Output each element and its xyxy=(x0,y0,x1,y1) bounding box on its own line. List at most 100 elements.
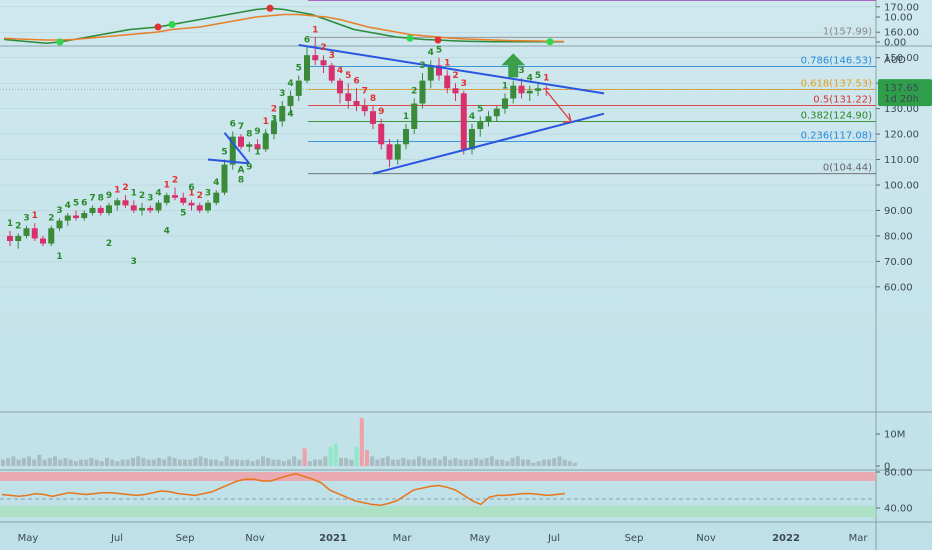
sequential-count-label: 1 xyxy=(444,58,450,68)
candle-body xyxy=(122,200,129,206)
price-axis-label: 80.00 xyxy=(884,231,913,242)
volume-bar xyxy=(339,458,343,466)
volume-bar xyxy=(302,448,307,466)
sequential-count-label: 6 xyxy=(304,36,310,46)
wave-label: 2 xyxy=(106,239,112,249)
rsi-zone-band xyxy=(0,472,876,481)
candle-body xyxy=(163,195,170,203)
sequential-count-label: 1 xyxy=(263,117,269,127)
candle-body xyxy=(370,111,376,124)
candle-body xyxy=(279,106,286,122)
volume-bar xyxy=(151,459,156,466)
sequential-count-label: 4 xyxy=(527,74,533,84)
wave-label: 4 xyxy=(164,226,170,236)
candle-body xyxy=(320,60,327,66)
volume-bar xyxy=(203,458,208,466)
candle-body xyxy=(287,95,294,107)
wave-label: 1 xyxy=(254,147,260,157)
volume-bar xyxy=(84,459,89,466)
sequential-count-label: 2 xyxy=(411,86,417,96)
volume-bar xyxy=(146,459,151,466)
wave-label: 6 xyxy=(188,183,194,193)
volume-bar xyxy=(344,458,349,466)
volume-bar xyxy=(27,456,31,466)
sequential-count-label: 2 xyxy=(320,43,326,53)
volume-bar xyxy=(167,456,172,466)
wave-label: A xyxy=(238,165,245,175)
volume-bar xyxy=(318,459,323,466)
sequential-count-label: 2 xyxy=(48,214,54,224)
sequential-count-label: 6 xyxy=(230,120,236,130)
volume-bar xyxy=(209,459,213,466)
rsi-axis-label: 80.00 xyxy=(884,468,913,479)
volume-bar xyxy=(235,459,239,466)
sequential-count-label: 6 xyxy=(353,76,359,86)
bar-countdown: 1d 20h xyxy=(884,94,919,105)
volume-bar xyxy=(16,459,21,466)
sequential-count-label: 1 xyxy=(164,181,170,191)
candle-body xyxy=(40,238,46,244)
volume-bar xyxy=(422,458,427,466)
volume-bar xyxy=(21,458,26,466)
volume-bar xyxy=(162,459,167,466)
volume-bar xyxy=(333,443,338,466)
fib-level-label: 0.382(124.90) xyxy=(801,111,873,122)
time-axis-label: 2021 xyxy=(319,533,347,544)
volume-bar xyxy=(567,461,572,466)
volume-bar xyxy=(307,461,312,466)
volume-bar xyxy=(266,458,271,466)
sequential-count-label: 4 xyxy=(469,112,475,122)
volume-bar xyxy=(365,450,369,466)
sequential-count-label: 1 xyxy=(114,186,120,196)
volume-bar xyxy=(287,459,291,466)
macd-series-line xyxy=(3,13,565,43)
candle-body xyxy=(229,136,236,165)
candle-body xyxy=(15,235,22,242)
volume-bar xyxy=(469,459,473,466)
time-axis-label: Mar xyxy=(393,533,413,544)
sequential-count-label: 5 xyxy=(296,64,302,74)
volume-bar xyxy=(510,458,515,466)
candle-body xyxy=(180,197,187,203)
sequential-count-label: 5 xyxy=(221,148,227,158)
sequential-count-label: 1 xyxy=(188,188,194,198)
last-price-tag xyxy=(878,79,932,107)
volume-bar xyxy=(547,459,551,466)
volume-bar xyxy=(515,456,520,466)
time-axis-label: May xyxy=(470,533,491,544)
wave-label: 3 xyxy=(271,114,277,124)
price-axis-label: 150.00 xyxy=(884,53,919,64)
candle-body xyxy=(7,235,13,242)
candle-body xyxy=(81,213,88,219)
volume-bar xyxy=(177,459,182,466)
volume-bar xyxy=(432,458,437,466)
sequential-count-label: 7 xyxy=(89,193,95,203)
volume-bar xyxy=(448,459,453,466)
volume-bar xyxy=(349,459,354,466)
macd-signal-dot xyxy=(546,38,554,46)
sequential-count-label: 9 xyxy=(254,127,260,137)
triangle-upper-trendline xyxy=(298,43,605,95)
macd-signal-dot xyxy=(434,36,442,44)
wave-label: 1 xyxy=(56,252,62,262)
macd-series-line xyxy=(3,7,564,45)
candle-body xyxy=(295,80,302,96)
time-axis-label: Sep xyxy=(176,533,195,544)
candle-body xyxy=(205,202,211,211)
fib-level-label: 0.786(146.53) xyxy=(801,56,873,67)
macd-signal-dot xyxy=(154,23,162,31)
sequential-count-label: 3 xyxy=(205,188,211,198)
price-axis-label: 70.00 xyxy=(884,257,913,268)
sequential-count-label: 2 xyxy=(139,191,145,201)
volume-bar xyxy=(245,459,250,466)
candle-body xyxy=(419,80,426,104)
candle-body xyxy=(328,65,335,81)
flag-lower-trendline xyxy=(207,158,250,165)
time-axis-label: Jul xyxy=(110,533,123,544)
candle-body xyxy=(411,103,418,129)
volume-bar xyxy=(406,459,411,466)
time-axis-label: Nov xyxy=(245,533,265,544)
volume-bar xyxy=(328,446,333,466)
volume-bar xyxy=(281,461,286,466)
